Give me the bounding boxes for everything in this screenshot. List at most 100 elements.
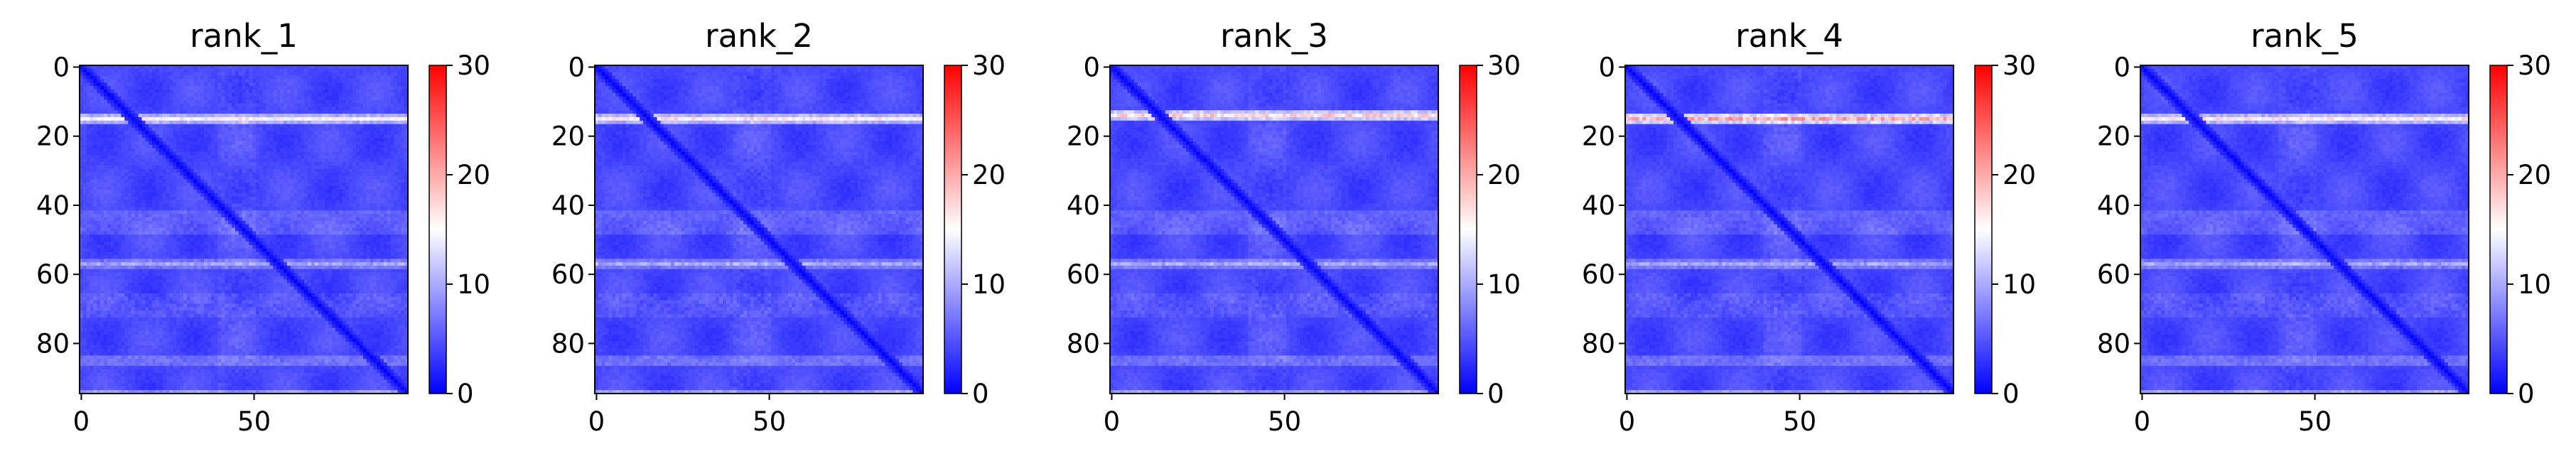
heatmap-cell [373, 121, 377, 124]
heatmap-cell [97, 121, 100, 124]
heatmap-cell [121, 134, 124, 138]
heatmap-cell [380, 114, 384, 117]
heatmap-cell [197, 124, 200, 128]
heatmap-cell [343, 124, 346, 128]
heatmap-cell [280, 69, 284, 72]
heatmap-cell [332, 103, 335, 107]
heatmap-cell [249, 114, 252, 117]
heatmap-cell [152, 97, 156, 100]
heatmap-cell [311, 107, 315, 110]
heatmap-cell [308, 128, 311, 131]
heatmap-cell [343, 100, 346, 104]
heatmap-cell [200, 86, 204, 90]
heatmap-cell [204, 82, 208, 86]
heatmap-cell [259, 93, 263, 97]
heatmap-cell [287, 107, 291, 110]
heatmap-cell [242, 107, 246, 110]
heatmap-cell [343, 69, 346, 72]
heatmap-cell [343, 76, 346, 80]
heatmap-cell [197, 107, 200, 110]
heatmap-cell [152, 124, 156, 128]
heatmap-cell [242, 72, 246, 76]
heatmap-cell [377, 131, 380, 134]
heatmap-cell [200, 97, 204, 100]
heatmap-cell [335, 103, 339, 107]
heatmap-cell [239, 86, 242, 90]
heatmap-cell [370, 100, 374, 104]
heatmap-cell [104, 79, 107, 82]
heatmap-cell [193, 131, 197, 134]
heatmap-cell [187, 124, 190, 128]
heatmap-cell [391, 131, 394, 134]
heatmap-cell [139, 114, 142, 117]
heatmap-cell [311, 93, 315, 97]
heatmap-cell [304, 86, 308, 90]
heatmap-cell [352, 124, 356, 128]
heatmap-cell [114, 72, 118, 76]
heatmap-cell [121, 82, 124, 86]
heatmap-cell [384, 124, 387, 128]
heatmap-cell [142, 131, 146, 134]
heatmap-cell [83, 103, 87, 107]
heatmap-cell [294, 110, 298, 114]
heatmap-cell [245, 103, 249, 107]
heatmap-cell [204, 90, 208, 93]
heatmap-cell [263, 114, 266, 117]
heatmap-cell [294, 86, 298, 90]
heatmap-cell [352, 117, 356, 121]
heatmap-cell [208, 100, 211, 104]
heatmap-cell [193, 97, 197, 100]
heatmap-cell [225, 124, 228, 128]
heatmap-cell [190, 86, 194, 90]
heatmap-cell [269, 100, 273, 104]
heatmap-cell [294, 124, 298, 128]
heatmap-cell [193, 76, 197, 80]
heatmap-cell [397, 100, 401, 104]
heatmap-cell [111, 86, 114, 90]
heatmap-cell [335, 110, 339, 114]
heatmap-cell [142, 93, 146, 97]
heatmap-cell [173, 93, 176, 97]
heatmap-cell [114, 121, 118, 124]
heatmap-cell [401, 121, 404, 124]
heatmap-cell [100, 79, 104, 82]
heatmap-cell [135, 128, 139, 131]
heatmap-cell [360, 103, 363, 107]
heatmap-cell [391, 90, 394, 93]
heatmap-cell [145, 90, 149, 93]
heatmap-cell [139, 79, 142, 82]
heatmap-cell [301, 93, 304, 97]
heatmap-cell [291, 79, 294, 82]
heatmap-cell [328, 86, 332, 90]
heatmap-cell [232, 114, 235, 117]
heatmap-cell [169, 82, 173, 86]
heatmap-cell [93, 124, 97, 128]
heatmap-cell [159, 131, 163, 134]
heatmap-cell [100, 124, 104, 128]
heatmap-cell [294, 76, 298, 80]
heatmap-cell [93, 79, 97, 82]
heatmap-cell [349, 100, 352, 104]
heatmap-cell [367, 90, 370, 93]
heatmap-cell [287, 93, 291, 97]
heatmap-cell [183, 93, 187, 97]
heatmap-cell [304, 72, 308, 76]
heatmap-cell [269, 131, 273, 134]
heatmap-cell [335, 72, 339, 76]
heatmap-cell [363, 110, 367, 114]
heatmap-cell [349, 128, 352, 131]
heatmap-cell [276, 90, 280, 93]
heatmap-cell [232, 72, 235, 76]
heatmap-cell [97, 110, 100, 114]
heatmap-cell [345, 97, 349, 100]
heatmap-cell [128, 124, 131, 128]
heatmap-cell [83, 100, 87, 104]
heatmap-cell [107, 100, 111, 104]
heatmap-cell [225, 117, 228, 121]
heatmap-cell [190, 90, 194, 93]
heatmap-cell [163, 124, 166, 128]
heatmap-cell [345, 69, 349, 72]
heatmap-cell [311, 103, 315, 107]
heatmap-cell [377, 79, 380, 82]
heatmap-cell [135, 69, 139, 72]
